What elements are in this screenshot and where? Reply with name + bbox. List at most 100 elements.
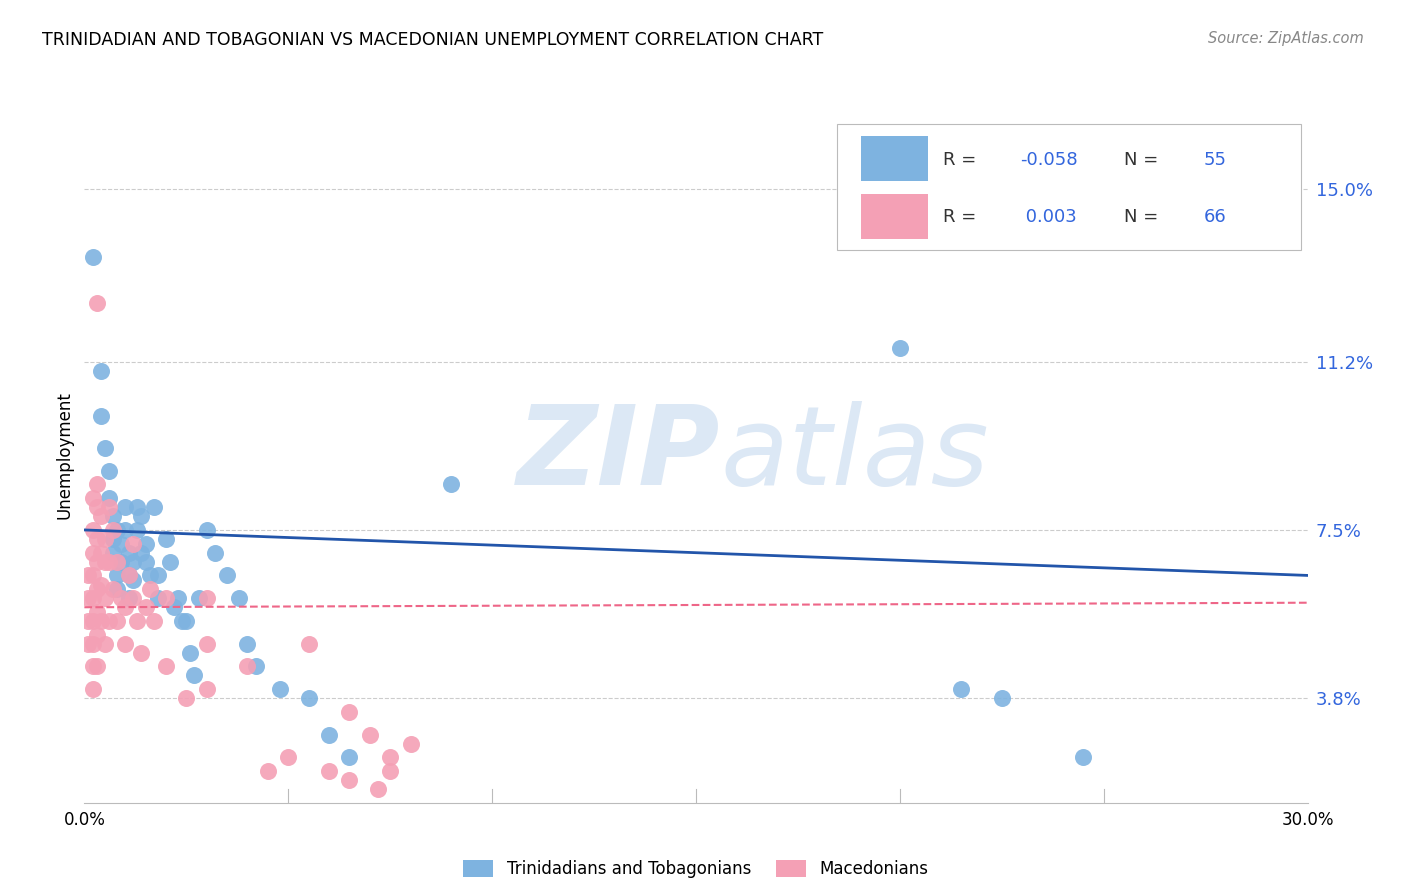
Point (176, 691, 198, 706)
Point (110, 591, 132, 606)
Point (122, 591, 145, 606)
Point (90, 577, 112, 591)
Point (257, 764, 280, 778)
Text: atlas: atlas (720, 401, 988, 508)
Point (172, 614, 194, 628)
Point (122, 536, 145, 550)
Point (179, 646, 201, 660)
Point (142, 614, 165, 628)
Point (90, 364, 112, 378)
Point (93, 532, 117, 546)
Point (82, 614, 104, 628)
Point (105, 614, 128, 628)
FancyBboxPatch shape (860, 194, 928, 239)
Point (187, 591, 209, 606)
Point (114, 637, 136, 651)
Point (318, 764, 340, 778)
Point (228, 591, 250, 606)
Point (183, 668, 205, 682)
Point (318, 728, 340, 742)
Point (236, 659, 259, 673)
Point (86, 500, 108, 515)
Point (195, 637, 218, 651)
Point (138, 582, 160, 596)
Point (298, 637, 321, 651)
Point (135, 536, 157, 550)
Point (77, 614, 100, 628)
Text: 66: 66 (1204, 208, 1226, 226)
Point (138, 568, 160, 582)
Point (176, 614, 198, 628)
Point (118, 568, 141, 582)
Point (90, 614, 112, 628)
Point (1073, 750, 1095, 764)
Point (82, 546, 104, 560)
Text: TRINIDADIAN AND TOBAGONIAN VS MACEDONIAN UNEMPLOYMENT CORRELATION CHART: TRINIDADIAN AND TOBAGONIAN VS MACEDONIAN… (42, 31, 824, 49)
Point (277, 750, 299, 764)
Text: N =: N = (1125, 208, 1164, 226)
Point (93, 591, 117, 606)
Point (86, 555, 108, 569)
Point (142, 500, 165, 515)
Point (146, 568, 169, 582)
Point (155, 659, 177, 673)
Point (135, 600, 157, 615)
Point (236, 637, 259, 651)
Point (86, 659, 108, 673)
Point (204, 546, 226, 560)
Point (146, 591, 169, 606)
Point (101, 546, 124, 560)
Text: 0.003: 0.003 (1021, 208, 1077, 226)
Point (82, 491, 104, 505)
Point (127, 523, 149, 537)
Point (359, 728, 381, 742)
FancyBboxPatch shape (860, 136, 928, 181)
Point (82, 568, 104, 582)
Point (77, 568, 100, 582)
Legend: Trinidadians and Tobagonians, Macedonians: Trinidadians and Tobagonians, Macedonian… (457, 854, 935, 885)
Point (101, 523, 124, 537)
Point (127, 614, 149, 628)
Point (110, 536, 132, 550)
Point (339, 750, 361, 764)
Point (105, 568, 128, 582)
Point (101, 532, 124, 546)
Point (97, 500, 120, 515)
Point (93, 441, 117, 455)
Point (82, 637, 104, 651)
Point (101, 509, 124, 524)
Point (90, 546, 112, 560)
Point (97, 464, 120, 478)
Point (82, 250, 104, 264)
Point (77, 637, 100, 651)
Point (118, 568, 141, 582)
Point (82, 682, 104, 697)
Point (97, 555, 120, 569)
Point (93, 637, 117, 651)
Point (195, 523, 218, 537)
Point (86, 605, 108, 619)
Point (105, 523, 128, 537)
Point (217, 568, 239, 582)
Point (114, 500, 136, 515)
Point (97, 614, 120, 628)
Point (889, 341, 911, 355)
Point (131, 509, 153, 524)
Text: 55: 55 (1204, 151, 1226, 169)
Point (114, 600, 136, 615)
Point (155, 532, 177, 546)
Point (367, 782, 389, 797)
Point (122, 555, 145, 569)
FancyBboxPatch shape (837, 124, 1302, 250)
Point (105, 555, 128, 569)
Point (245, 659, 267, 673)
Point (97, 491, 120, 505)
Point (131, 546, 153, 560)
Point (163, 600, 186, 615)
Point (114, 523, 136, 537)
Point (131, 646, 153, 660)
Point (135, 555, 157, 569)
Point (82, 523, 104, 537)
Point (86, 627, 108, 641)
Point (90, 409, 112, 424)
